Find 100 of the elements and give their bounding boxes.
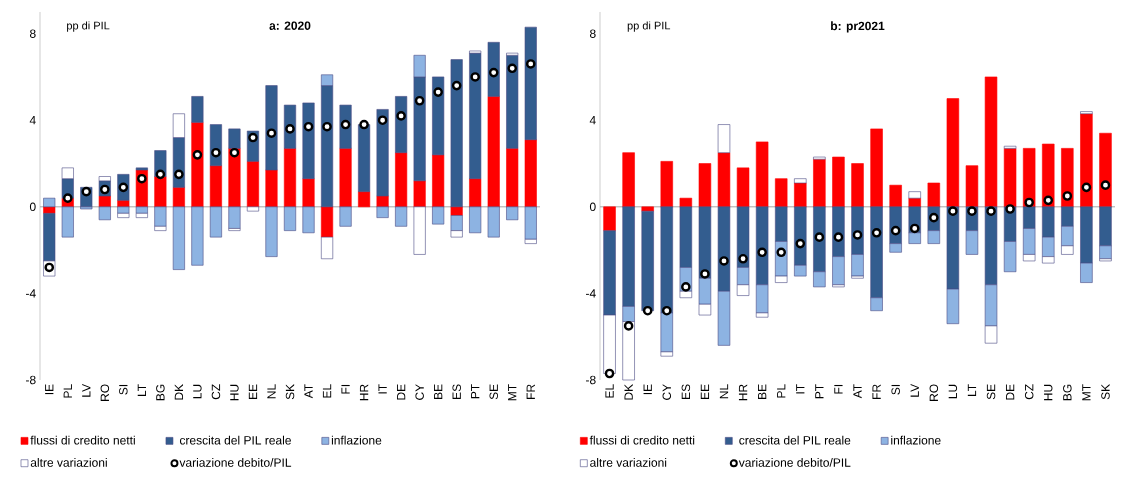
point bbox=[890, 225, 901, 236]
point bbox=[322, 121, 332, 132]
point bbox=[266, 128, 277, 139]
point bbox=[81, 186, 92, 197]
bar bbox=[209, 165, 222, 208]
x-tick-label: HU bbox=[1044, 384, 1053, 401]
bar bbox=[450, 59, 463, 208]
point bbox=[604, 368, 615, 379]
x-tick-label: EE bbox=[700, 384, 710, 399]
point bbox=[776, 247, 787, 258]
bar bbox=[641, 210, 654, 312]
point bbox=[719, 256, 729, 266]
bar bbox=[450, 206, 463, 216]
bar bbox=[209, 206, 222, 238]
bar bbox=[321, 236, 334, 260]
x-tick-label: NL bbox=[719, 384, 729, 399]
x-tick-label: LU bbox=[193, 384, 202, 399]
legend-label: crescita del PIL reale bbox=[179, 435, 291, 445]
point bbox=[414, 95, 425, 106]
point bbox=[681, 282, 691, 292]
bar bbox=[228, 206, 241, 229]
point bbox=[661, 305, 672, 316]
point bbox=[623, 321, 634, 331]
x-tick-label: CY bbox=[662, 384, 672, 400]
x-tick-label: HR bbox=[738, 384, 748, 401]
point bbox=[137, 173, 147, 184]
bar bbox=[265, 169, 278, 208]
bar bbox=[191, 122, 204, 208]
x-tick-label: PL bbox=[63, 384, 72, 398]
bar bbox=[717, 124, 731, 153]
point bbox=[192, 150, 203, 160]
bar bbox=[469, 52, 482, 179]
point bbox=[507, 63, 518, 74]
x-tick-label: EL bbox=[322, 384, 332, 398]
bar bbox=[117, 206, 130, 214]
bar bbox=[283, 148, 297, 208]
point bbox=[948, 206, 958, 216]
bar bbox=[228, 128, 241, 149]
x-tick-label: FI bbox=[834, 384, 843, 394]
bar bbox=[432, 154, 445, 208]
y-tick-label: 0 bbox=[589, 202, 596, 212]
x-tick-label: PT bbox=[815, 384, 824, 399]
bar bbox=[524, 139, 537, 208]
point bbox=[871, 228, 882, 238]
x-tick-label: CZ bbox=[1024, 384, 1034, 400]
bar bbox=[283, 206, 297, 231]
x-tick-label: DE bbox=[1005, 384, 1015, 400]
point bbox=[44, 262, 55, 273]
point bbox=[211, 147, 221, 158]
x-tick-label: AT bbox=[853, 384, 862, 399]
bar bbox=[506, 148, 519, 208]
text: a: 2020 bbox=[269, 21, 311, 30]
bar bbox=[679, 197, 693, 208]
bar bbox=[755, 141, 769, 208]
y-tick-label: 4 bbox=[589, 116, 596, 125]
bar bbox=[432, 206, 445, 225]
point bbox=[1100, 180, 1111, 190]
point bbox=[229, 147, 240, 158]
point bbox=[1062, 191, 1073, 201]
bar bbox=[832, 156, 845, 208]
legend-label: variazione debito/PIL bbox=[179, 458, 292, 467]
x-tick-label: SK bbox=[285, 383, 295, 400]
bar bbox=[889, 184, 902, 208]
x-tick-label: CZ bbox=[211, 384, 221, 400]
bar bbox=[469, 178, 482, 208]
x-tick-label: DK bbox=[624, 384, 633, 400]
point bbox=[814, 232, 825, 242]
x-tick-label: HU bbox=[230, 384, 239, 401]
bar bbox=[908, 191, 921, 199]
bar bbox=[736, 167, 750, 208]
legend-label: inflazione bbox=[331, 435, 382, 445]
x-tick-label: LT bbox=[967, 384, 977, 396]
bar bbox=[339, 206, 352, 227]
bar bbox=[660, 161, 673, 208]
bar bbox=[61, 206, 74, 238]
x-tick-label: IE bbox=[643, 384, 652, 395]
point bbox=[795, 238, 806, 249]
point bbox=[248, 132, 258, 143]
x-tick-label: RO bbox=[929, 384, 939, 401]
y-tick-label: 8 bbox=[589, 29, 596, 38]
x-tick-label: LV bbox=[82, 383, 91, 397]
point bbox=[1081, 182, 1092, 193]
legend-label: inflazione bbox=[891, 435, 941, 445]
bar bbox=[622, 152, 635, 208]
bar bbox=[265, 85, 278, 171]
bar bbox=[813, 156, 826, 160]
legend-label: altre variazioni bbox=[30, 458, 107, 467]
bar bbox=[135, 167, 148, 171]
point bbox=[909, 223, 920, 234]
bar bbox=[376, 109, 389, 197]
bar bbox=[376, 206, 389, 218]
point bbox=[738, 253, 748, 264]
x-tick-label: LT bbox=[137, 384, 146, 396]
point bbox=[967, 206, 977, 216]
bar bbox=[413, 180, 426, 208]
x-tick-label: ES bbox=[681, 384, 691, 399]
bar bbox=[946, 98, 960, 208]
bar bbox=[154, 206, 167, 227]
x-tick-label: SI bbox=[891, 384, 900, 395]
bar bbox=[1022, 148, 1036, 208]
